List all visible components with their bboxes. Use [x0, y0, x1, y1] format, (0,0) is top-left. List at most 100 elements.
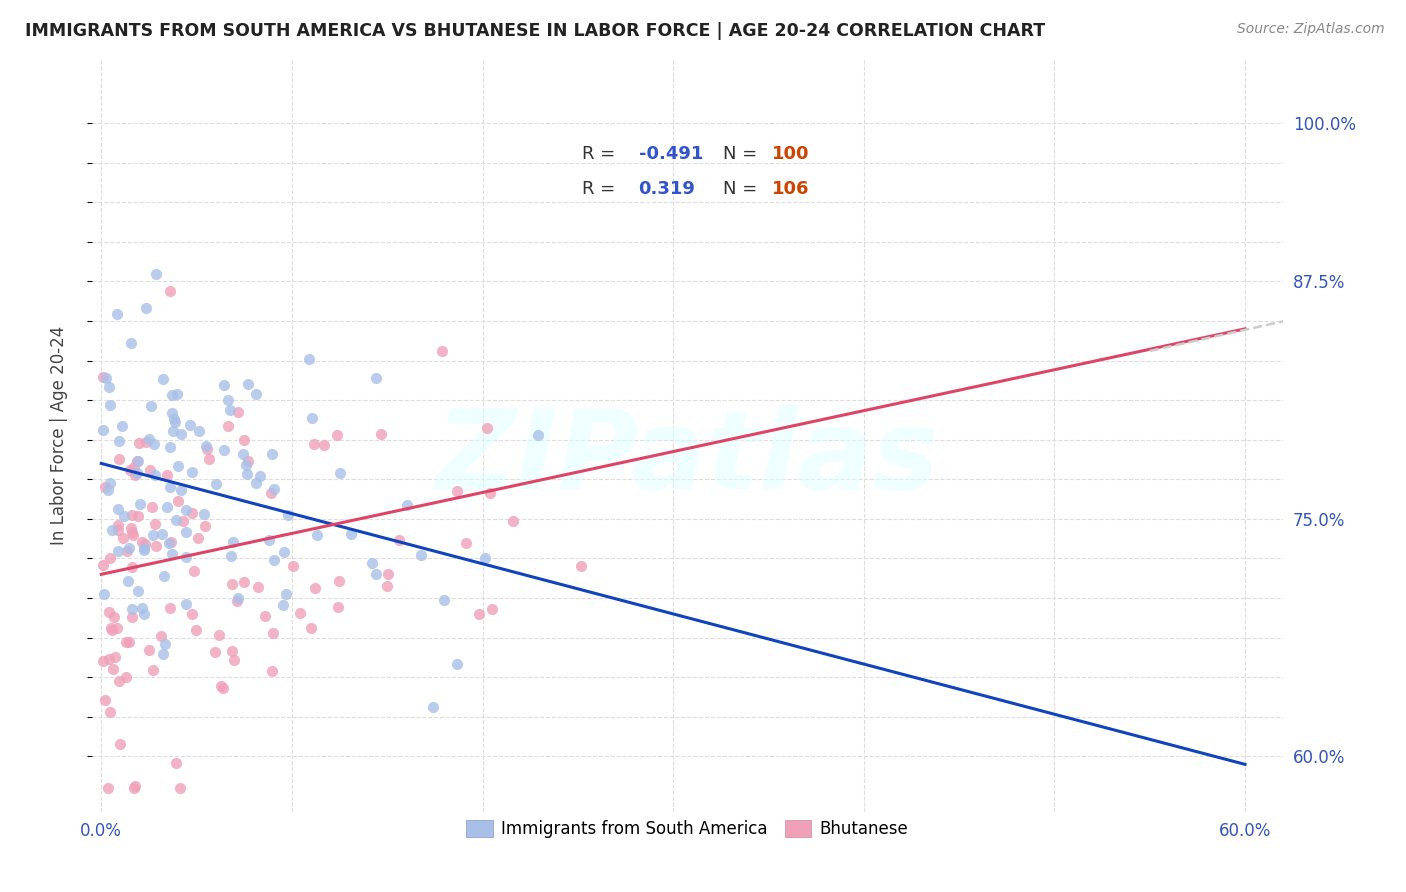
Point: [107, 523, 129, 537]
Point: [195, 439, 218, 453]
Point: [163, 412, 186, 426]
Point: [125, 467, 148, 481]
Point: [197, 452, 219, 467]
Point: [120, 335, 142, 350]
Point: [112, 508, 135, 523]
Point: [122, 527, 145, 541]
Text: 100: 100: [772, 145, 810, 163]
Point: [209, 679, 232, 693]
Point: [115, 544, 138, 558]
Point: [98, 551, 121, 566]
Point: [162, 406, 184, 420]
Point: [160, 547, 183, 561]
Point: [152, 647, 174, 661]
Point: [153, 637, 176, 651]
Legend: Immigrants from South America, Bhutanese: Immigrants from South America, Bhutanese: [460, 814, 915, 845]
Point: [156, 500, 179, 514]
Point: [132, 541, 155, 555]
Point: [149, 629, 172, 643]
Text: N =: N =: [723, 145, 763, 163]
Point: [174, 598, 197, 612]
Point: [262, 626, 284, 640]
Point: [263, 552, 285, 566]
Point: [91, 654, 114, 668]
Point: [245, 387, 267, 401]
Point: [145, 268, 167, 282]
Point: [111, 418, 134, 433]
Point: [115, 670, 138, 684]
Point: [108, 673, 131, 688]
Point: [117, 574, 139, 588]
Point: [118, 541, 141, 555]
Point: [121, 610, 143, 624]
Point: [212, 681, 235, 696]
Point: [127, 584, 149, 599]
Point: [326, 427, 349, 442]
Point: [143, 467, 166, 482]
Point: [467, 607, 489, 621]
Point: [122, 459, 145, 474]
Point: [232, 433, 254, 447]
Point: [411, 548, 433, 562]
Point: [307, 527, 329, 541]
Point: [112, 531, 135, 545]
Point: [456, 535, 478, 549]
Point: [446, 657, 468, 671]
Point: [120, 521, 142, 535]
Point: [174, 550, 197, 565]
Point: [170, 427, 193, 442]
Point: [162, 424, 184, 438]
Point: [276, 508, 298, 522]
Text: -0.491: -0.491: [638, 145, 703, 163]
Point: [205, 477, 228, 491]
Point: [422, 700, 444, 714]
Point: [212, 443, 235, 458]
Point: [121, 508, 143, 523]
Point: [247, 580, 270, 594]
Text: R =: R =: [582, 180, 627, 198]
Point: [259, 485, 281, 500]
Point: [107, 501, 129, 516]
Point: [260, 447, 283, 461]
Point: [105, 307, 128, 321]
Point: [100, 621, 122, 635]
Point: [226, 591, 249, 605]
Point: [159, 440, 181, 454]
Point: [121, 525, 143, 540]
Point: [396, 498, 419, 512]
Point: [166, 387, 188, 401]
Point: [274, 587, 297, 601]
Point: [94, 480, 117, 494]
Point: [127, 454, 149, 468]
Text: ZIPatlas: ZIPatlas: [436, 405, 939, 512]
Point: [94, 371, 117, 385]
Point: [186, 623, 208, 637]
Point: [98, 476, 121, 491]
Point: [152, 372, 174, 386]
Point: [160, 534, 183, 549]
Point: [304, 582, 326, 596]
Point: [273, 598, 295, 612]
Point: [446, 484, 468, 499]
Point: [103, 662, 125, 676]
Point: [141, 500, 163, 514]
Point: [108, 434, 131, 448]
Point: [194, 519, 217, 533]
Point: [221, 535, 243, 549]
Point: [98, 398, 121, 412]
Point: [235, 467, 257, 482]
Point: [222, 653, 245, 667]
Point: [326, 600, 349, 615]
Point: [370, 426, 392, 441]
Point: [174, 525, 197, 540]
Text: IMMIGRANTS FROM SOUTH AMERICA VS BHUTANESE IN LABOR FORCE | AGE 20-24 CORRELATIO: IMMIGRANTS FROM SOUTH AMERICA VS BHUTANE…: [25, 22, 1046, 40]
Point: [262, 664, 284, 678]
Point: [302, 437, 325, 451]
Point: [127, 454, 149, 468]
Point: [238, 376, 260, 391]
Point: [298, 351, 321, 366]
Point: [217, 418, 239, 433]
Text: 0.319: 0.319: [638, 180, 696, 198]
Point: [132, 607, 155, 621]
Point: [232, 447, 254, 461]
